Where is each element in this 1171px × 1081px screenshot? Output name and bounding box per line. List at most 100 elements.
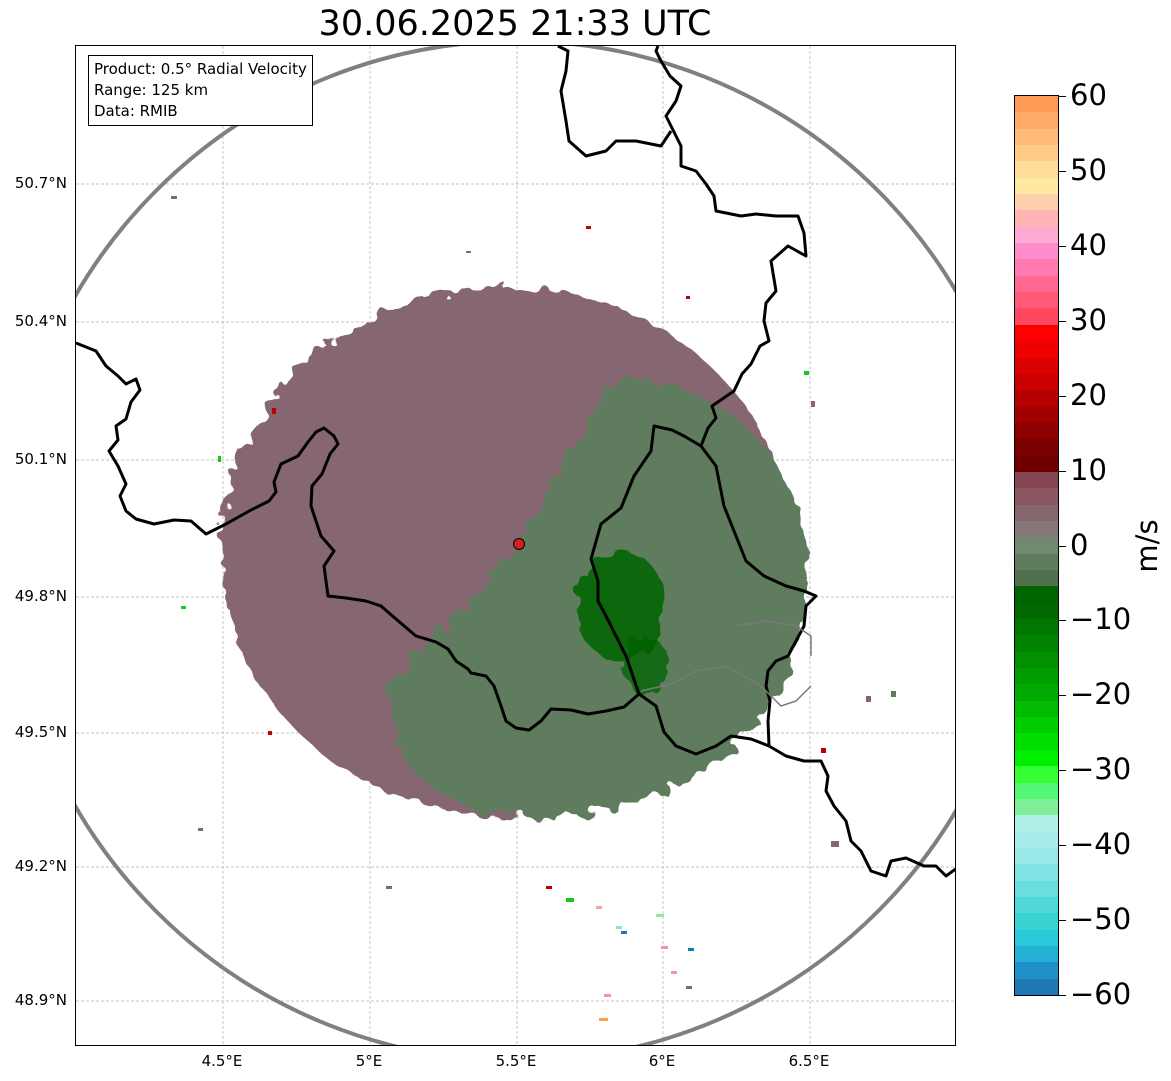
colorbar-segment	[1015, 112, 1058, 130]
colorbar-segment	[1015, 488, 1058, 506]
colorbar-segment	[1015, 373, 1058, 392]
colorbar-segment	[1015, 896, 1058, 915]
colorbar-segment	[1015, 390, 1058, 408]
radar-site-marker	[513, 538, 525, 550]
colorbar-segment	[1015, 308, 1058, 326]
lat-tick-label: 48.9°N	[14, 991, 67, 1009]
colorbar-segment	[1015, 733, 1058, 751]
colorbar-tick	[1059, 96, 1066, 97]
colorbar-tick-label: 40	[1070, 227, 1107, 262]
colorbar-segment	[1015, 798, 1058, 817]
colorbar-segment	[1015, 341, 1058, 359]
colorbar-tick-label: 50	[1070, 152, 1107, 187]
colorbar-segment	[1015, 945, 1058, 964]
colorbar-segment	[1015, 406, 1058, 424]
colorbar-tick-label: −40	[1070, 827, 1132, 862]
colorbar-segment	[1015, 161, 1058, 179]
colorbar-tick	[1059, 470, 1066, 472]
colorbar-segment	[1015, 749, 1058, 768]
colorbar-segment	[1015, 684, 1058, 702]
echo-speckles	[171, 196, 896, 1021]
colorbar-segment	[1015, 177, 1058, 196]
colorbar-segment	[1015, 439, 1058, 457]
lat-tick-label: 50.1°N	[14, 450, 67, 468]
colorbar-tick	[1059, 920, 1066, 922]
colorbar-segment	[1015, 602, 1058, 621]
colorbar	[1014, 95, 1059, 996]
lat-tick-label: 50.4°N	[14, 312, 67, 330]
colorbar-segment	[1015, 194, 1058, 212]
map-title: 30.06.2025 21:33 UTC	[318, 4, 712, 44]
colorbar-segment	[1015, 913, 1058, 931]
colorbar-segment	[1015, 586, 1058, 604]
colorbar-segment	[1015, 324, 1058, 343]
colorbar-segment	[1015, 929, 1058, 947]
colorbar-segment	[1015, 864, 1058, 882]
colorbar-segment	[1015, 210, 1058, 228]
colorbar-segment	[1015, 978, 1058, 995]
lat-tick-label: 50.7°N	[14, 174, 67, 192]
lat-tick-label: 49.8°N	[14, 587, 67, 605]
colorbar-tick	[1059, 170, 1066, 172]
colorbar-tick-label: −20	[1070, 677, 1132, 712]
colorbar-tick-label: −60	[1070, 977, 1132, 1011]
colorbar-segment	[1015, 504, 1058, 522]
lon-tick-label: 6.5°E	[788, 1052, 830, 1070]
colorbar-segment	[1015, 880, 1058, 898]
colorbar-segment	[1015, 520, 1058, 539]
colorbar-tick	[1059, 770, 1066, 772]
colorbar-tick-label: 30	[1070, 302, 1107, 337]
lat-tick-label: 49.5°N	[14, 723, 67, 741]
colorbar-segment	[1015, 96, 1058, 114]
colorbar-segment	[1015, 635, 1058, 653]
lon-tick-label: 5°E	[355, 1052, 383, 1070]
colorbar-segment	[1015, 471, 1058, 490]
colorbar-tick	[1059, 845, 1066, 847]
colorbar-tick	[1059, 695, 1066, 697]
colorbar-segment	[1015, 145, 1058, 163]
colorbar-tick-label: 20	[1070, 377, 1107, 412]
colorbar-segment	[1015, 962, 1058, 980]
colorbar-segment	[1015, 357, 1058, 375]
colorbar-segment	[1015, 651, 1058, 670]
colorbar-tick-label: −30	[1070, 752, 1132, 787]
velocity-field	[221, 286, 808, 816]
info-product: Product: 0.5° Radial Velocity	[94, 60, 307, 78]
country-borders	[76, 46, 955, 878]
colorbar-segment	[1015, 831, 1058, 849]
colorbar-segment	[1015, 766, 1058, 784]
colorbar-segment	[1015, 259, 1058, 277]
colorbar-tick-label: 0	[1070, 527, 1089, 562]
colorbar-segment	[1015, 668, 1058, 686]
colorbar-segment	[1015, 700, 1058, 719]
colorbar-segment	[1015, 782, 1058, 800]
colorbar-segment	[1015, 455, 1058, 473]
colorbar-segment	[1015, 422, 1058, 441]
product-info-box: Product: 0.5° Radial Velocity Range: 125…	[88, 55, 313, 126]
colorbar-tick	[1059, 395, 1066, 397]
colorbar-segment	[1015, 847, 1058, 866]
colorbar-unit-label: m/s	[1130, 519, 1164, 573]
colorbar-segment	[1015, 553, 1058, 572]
colorbar-tick-label: −10	[1070, 602, 1132, 637]
colorbar-segment	[1015, 619, 1058, 637]
colorbar-tick-label: 60	[1070, 78, 1107, 112]
colorbar-segment	[1015, 292, 1058, 310]
radar-map-svg	[76, 46, 955, 1045]
colorbar-tick	[1059, 545, 1066, 547]
colorbar-segment	[1015, 537, 1058, 555]
colorbar-segment	[1015, 128, 1058, 147]
colorbar-tick	[1059, 245, 1066, 247]
colorbar-segment	[1015, 570, 1058, 588]
radar-map	[75, 45, 956, 1046]
info-range: Range: 125 km	[94, 81, 209, 99]
lon-tick-label: 5.5°E	[495, 1052, 537, 1070]
lon-tick-label: 6°E	[648, 1052, 676, 1070]
colorbar-segment	[1015, 243, 1058, 261]
colorbar-tick-label: −50	[1070, 902, 1132, 937]
colorbar-segment	[1015, 815, 1058, 833]
colorbar-tick	[1059, 995, 1066, 996]
region-borders	[640, 620, 812, 707]
info-data-source: Data: RMIB	[94, 102, 178, 120]
colorbar-segment	[1015, 226, 1058, 245]
